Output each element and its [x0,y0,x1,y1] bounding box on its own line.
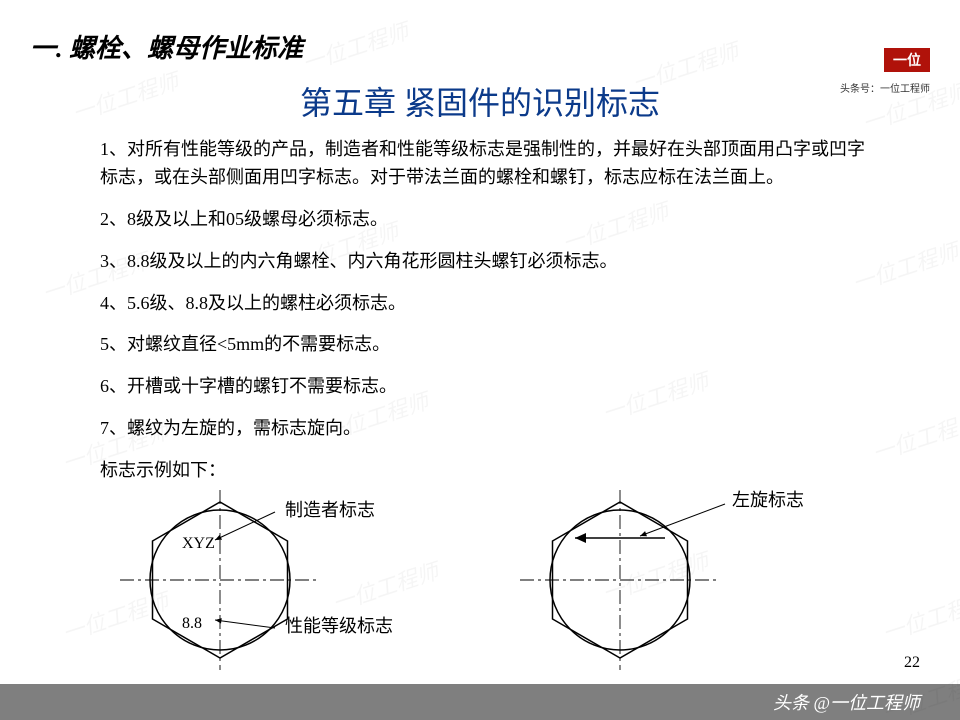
footer: 头条 @一位工程师 [0,684,960,720]
svg-text:XYZ: XYZ [182,535,215,552]
figure-2: 左旋标志 [500,480,880,680]
section-title: 一. 螺栓、螺母作业标准 [30,28,303,65]
paragraph: 2、8级及以上和05级螺母必须标志。 [100,206,880,234]
paragraph: 6、开槽或十字槽的螺钉不需要标志。 [100,373,880,401]
paragraph: 5、对螺纹直径<5mm的不需要标志。 [100,331,880,359]
svg-text:左旋标志: 左旋标志 [732,490,804,510]
page-number: 22 [904,654,920,672]
svg-text:性能等级标志: 性能等级标志 [285,616,393,636]
brand-logo: 一位 [884,48,930,72]
paragraph: 7、螺纹为左旋的，需标志旋向。 [100,415,880,443]
paragraph: 3、8.8级及以上的内六角螺栓、内六角花形圆柱头螺钉必须标志。 [100,248,880,276]
paragraph: 4、5.6级、8.8及以上的螺柱必须标志。 [100,290,880,318]
figure-1: XYZ 8.8 制造者标志性能等级标志 [100,480,480,680]
watermark: 一位工程师 [298,14,413,78]
figures: XYZ 8.8 制造者标志性能等级标志 左旋标志 [100,480,880,680]
chapter-title: 第五章 紧固件的识别标志 [0,78,960,124]
body-text: 1、对所有性能等级的产品，制造者和性能等级标志是强制性的，并最好在头部顶面用凸字… [100,136,880,499]
svg-text:8.8: 8.8 [182,615,202,632]
watermark: 一位工程师 [878,584,960,648]
svg-text:制造者标志: 制造者标志 [285,500,375,520]
paragraph: 1、对所有性能等级的产品，制造者和性能等级标志是强制性的，并最好在头部顶面用凸字… [100,136,880,192]
watermark: 一位工程师 [868,404,960,468]
